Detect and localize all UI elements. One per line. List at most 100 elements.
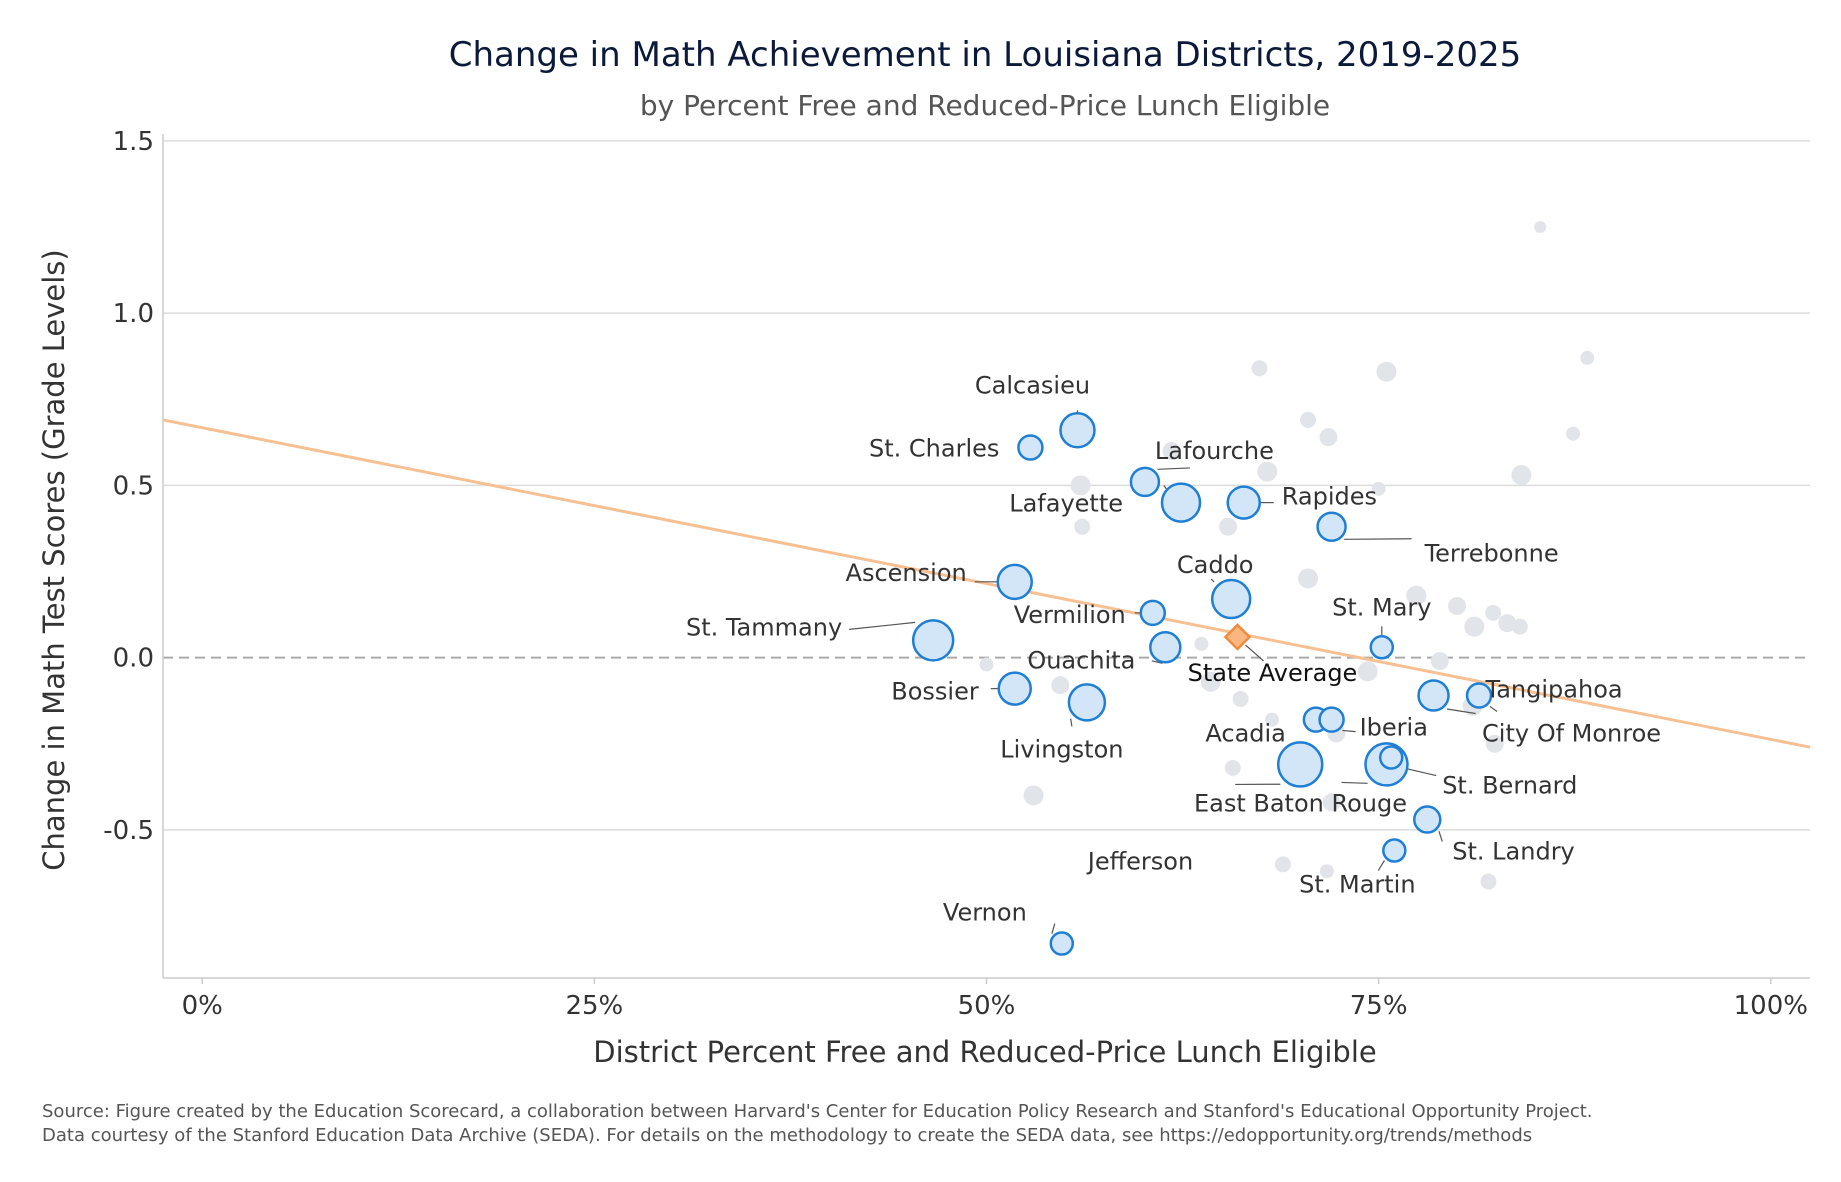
leader-line xyxy=(1341,781,1368,784)
district-point-lafayette xyxy=(1160,482,1202,523)
y-axis-title: Change in Math Test Scores (Grade Levels… xyxy=(37,249,71,870)
leader-line xyxy=(1344,538,1412,540)
background-point xyxy=(1485,604,1502,621)
district-point-st-mary xyxy=(1369,635,1395,660)
district-label-caddo: Caddo xyxy=(1177,551,1254,579)
district-point-vermilion xyxy=(1139,599,1167,627)
background-point xyxy=(1219,517,1238,536)
state-average-leader xyxy=(1245,644,1264,662)
background-point xyxy=(1322,793,1341,812)
background-point xyxy=(1023,785,1044,806)
background-point xyxy=(1480,873,1497,890)
district-point-iberia xyxy=(1318,706,1345,733)
state-average-marker xyxy=(1223,623,1252,651)
district-labels: Calcasieu St. Charles Lafourche Lafayette Ra… xyxy=(686,371,1661,926)
district-point-vernon xyxy=(1049,931,1075,956)
leader-line xyxy=(1342,729,1356,733)
district-point-st-bernard xyxy=(1378,745,1404,770)
background-point xyxy=(1200,671,1221,692)
leader-line xyxy=(1070,718,1073,727)
district-point-ascension xyxy=(996,563,1033,601)
x-tick-label: 0% xyxy=(182,991,223,1021)
district-point-rapides xyxy=(1226,485,1261,520)
background-point xyxy=(1485,734,1504,753)
district-point-tangipahoa xyxy=(1417,679,1450,712)
district-label-st-landry: St. Landry xyxy=(1452,838,1575,866)
background-point xyxy=(1464,616,1485,637)
leader-line xyxy=(849,621,916,630)
background-point xyxy=(1534,221,1547,234)
background-point xyxy=(1376,361,1397,382)
source-line-1: Source: Figure created by the Education … xyxy=(42,1101,1593,1122)
x-tick-label: 25% xyxy=(565,991,623,1021)
x-axis-title: District Percent Free and Reduced-Price … xyxy=(593,1035,1377,1069)
district-point-ouachita xyxy=(1149,631,1182,664)
district-point-terrebonne xyxy=(1316,511,1347,542)
state-average-group: State Average xyxy=(1188,623,1357,687)
background-point xyxy=(1406,585,1427,606)
background-point xyxy=(1251,360,1268,377)
district-label-vernon: Vernon xyxy=(943,899,1027,927)
district-label-rapides: Rapides xyxy=(1282,483,1377,511)
y-tick-label: 0.5 xyxy=(113,471,154,501)
district-label-lafourche: Lafourche xyxy=(1155,437,1274,465)
district-label-livingston: Livingston xyxy=(1000,735,1123,763)
leader-line xyxy=(1157,467,1190,470)
y-tick-label: -0.5 xyxy=(103,816,154,846)
background-point xyxy=(1371,481,1386,496)
background-point xyxy=(1580,350,1595,365)
background-point xyxy=(1511,465,1532,486)
district-label-calcasieu: Calcasieu xyxy=(975,371,1090,399)
leader-line xyxy=(1438,831,1443,842)
background-point xyxy=(1511,618,1528,635)
leader-line xyxy=(1151,660,1163,664)
district-point-caddo xyxy=(1210,578,1252,620)
background-point xyxy=(1319,428,1338,447)
background-point xyxy=(1070,475,1091,496)
background-point xyxy=(1074,518,1091,535)
background-point xyxy=(1430,652,1449,671)
district-label-ascension: Ascension xyxy=(846,559,967,587)
district-label-st-martin: St. Martin xyxy=(1299,871,1415,899)
district-point-jefferson xyxy=(1276,741,1324,788)
district-label-vermilion: Vermilion xyxy=(1014,601,1126,629)
leader-line xyxy=(1377,860,1385,871)
background-point xyxy=(1257,461,1278,482)
district-point-calcasieu xyxy=(1059,412,1096,449)
district-label-ouachita: Ouachita xyxy=(1027,646,1135,674)
background-point xyxy=(1224,759,1241,776)
background-point xyxy=(1448,596,1467,615)
district-label-city-of-monroe: City Of Monroe xyxy=(1482,720,1661,748)
chart-subtitle: by Percent Free and Reduced-Price Lunch … xyxy=(640,89,1330,122)
background-point xyxy=(1194,636,1209,651)
district-point-city-of-monroe xyxy=(1465,682,1493,709)
district-label-jefferson: Jefferson xyxy=(1086,847,1193,875)
district-point-bossier xyxy=(997,671,1032,706)
background-point xyxy=(1300,411,1317,428)
background-point xyxy=(1319,864,1334,879)
background-point xyxy=(1298,568,1319,589)
leader-line xyxy=(1210,578,1215,583)
district-label-iberia: Iberia xyxy=(1360,714,1428,742)
gridlines: 1.5 1.0 0.5 0.0 -0.5 xyxy=(103,127,1810,846)
district-label-acadia: Acadia xyxy=(1205,720,1286,748)
y-tick-label: 1.5 xyxy=(113,127,154,157)
district-point-st-tammany xyxy=(911,619,955,662)
district-point-st-landry xyxy=(1413,805,1442,834)
background-point xyxy=(1566,426,1581,441)
background-point xyxy=(1357,661,1378,682)
district-label-st-bernard: St. Bernard xyxy=(1442,772,1577,800)
background-point xyxy=(1232,690,1249,707)
background-point xyxy=(1264,712,1279,727)
source-line-2: Data courtesy of the Stanford Education … xyxy=(42,1125,1532,1146)
district-label-bossier: Bossier xyxy=(891,678,979,706)
district-point-st-charles xyxy=(1017,434,1044,461)
y-tick-label: 1.0 xyxy=(113,299,154,329)
highlighted-points xyxy=(911,412,1493,956)
district-label-st-mary: St. Mary xyxy=(1332,593,1431,621)
leader-line xyxy=(1051,923,1056,934)
background-point xyxy=(1498,614,1517,633)
trend-line xyxy=(162,418,1811,749)
district-label-tangipahoa: Tangipahoa xyxy=(1485,676,1623,704)
